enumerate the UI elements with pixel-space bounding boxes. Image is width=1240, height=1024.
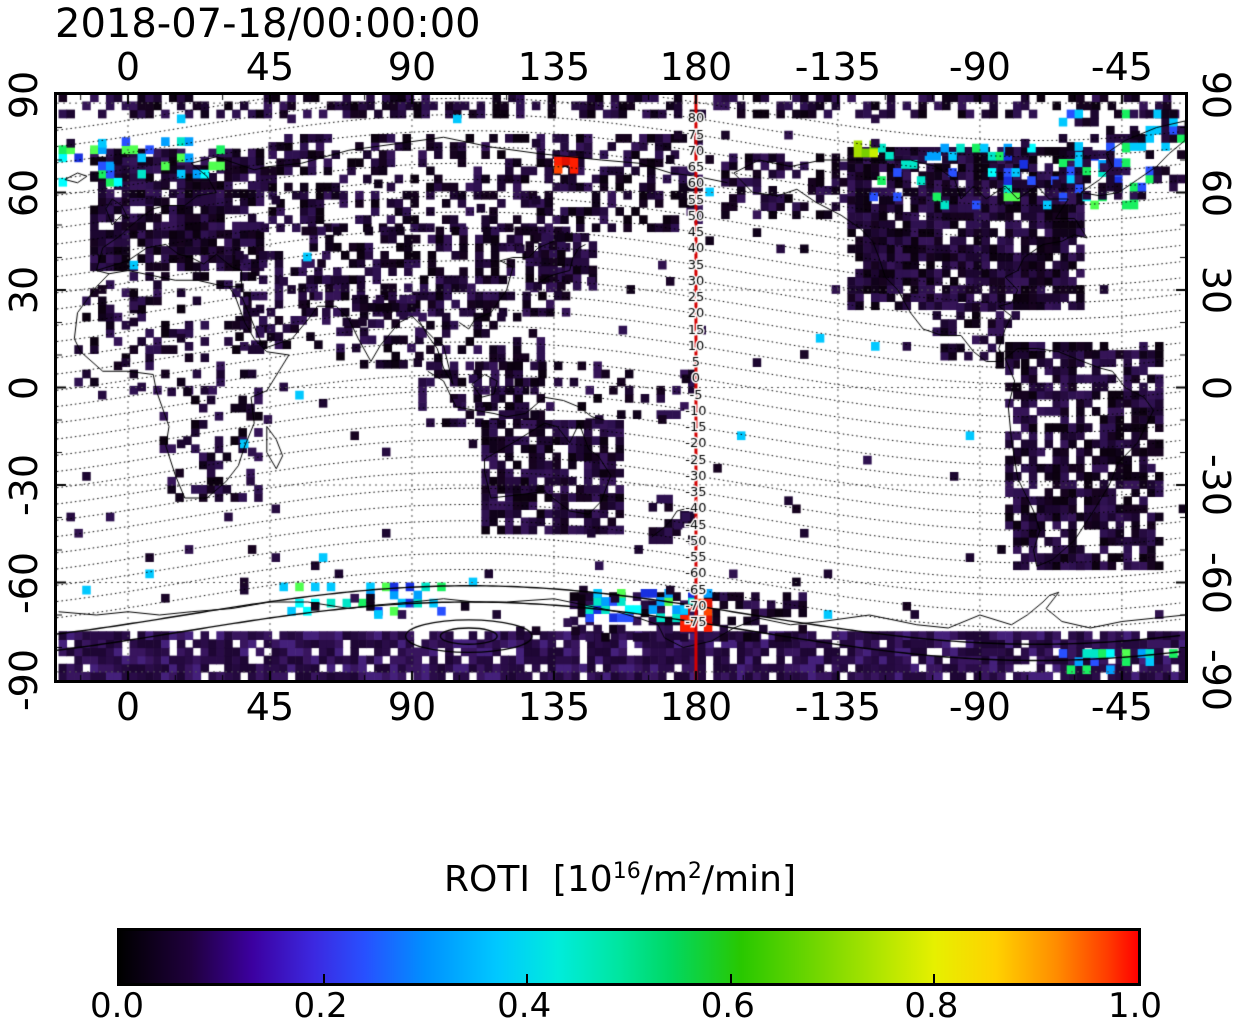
colorbar-tick-label: 0.4 — [497, 986, 552, 1024]
lon-tick-label-bottom: -135 — [794, 685, 882, 729]
lon-tick-label-top: 0 — [115, 45, 141, 89]
roti-map-canvas — [57, 95, 1185, 680]
colorbar-title-mid: /m — [640, 859, 688, 900]
colorbar-title: ROTI [1016/m2/min] — [0, 852, 1240, 900]
lon-tick-label-top: -90 — [948, 45, 1011, 89]
lat-tick-label-left: -60 — [2, 551, 46, 614]
lon-tick-label-top: 180 — [659, 45, 733, 89]
colorbar-tick-label: 0.6 — [700, 986, 755, 1024]
lat-tick-label-left: 60 — [2, 168, 46, 217]
lon-tick-label-top: -45 — [1090, 45, 1153, 89]
lon-tick-label-bottom: 180 — [659, 685, 733, 729]
lon-tick-label-bottom: 135 — [517, 685, 591, 729]
colorbar-tick-label: 0.0 — [89, 986, 145, 1024]
lon-tick-label-top: 90 — [387, 45, 437, 89]
lat-tick-label-right: -30 — [1194, 453, 1238, 517]
lon-tick-label-top: -135 — [794, 45, 882, 89]
colorbar-tick-label: 0.8 — [904, 986, 959, 1024]
lat-tick-label-left: 0 — [2, 375, 46, 400]
lat-tick-label-right: 90 — [1194, 70, 1238, 120]
lon-tick-label-bottom: 90 — [387, 685, 437, 729]
plot-title: 2018-07-18/00:00:00 — [55, 1, 481, 47]
lat-tick-label-right: -60 — [1194, 551, 1238, 614]
colorbar — [117, 928, 1141, 986]
lat-tick-label-right: -90 — [1194, 648, 1238, 712]
colorbar-title-exponent2: 2 — [687, 859, 702, 884]
colorbar-tick — [322, 974, 325, 983]
lat-tick-label-right: 30 — [1194, 265, 1238, 315]
lon-tick-label-top: 135 — [517, 45, 591, 89]
colorbar-title-prefix: ROTI [10 — [444, 859, 613, 900]
lat-tick-label-left: 90 — [2, 70, 46, 120]
lat-tick-label-right: 0 — [1194, 375, 1238, 400]
colorbar-tick-label: 0.2 — [293, 986, 348, 1024]
lat-tick-label-right: 60 — [1194, 168, 1238, 217]
lon-tick-label-bottom: 45 — [245, 685, 295, 729]
colorbar-title-suffix: /min] — [701, 859, 796, 900]
lat-tick-label-left: -30 — [2, 453, 46, 517]
colorbar-tick — [933, 974, 936, 983]
colorbar-tick-label: 1.0 — [1107, 986, 1163, 1024]
lon-tick-label-bottom: -90 — [948, 685, 1011, 729]
lat-tick-label-left: -90 — [2, 648, 46, 712]
lon-tick-label-bottom: -45 — [1090, 685, 1153, 729]
colorbar-gradient — [120, 931, 1138, 983]
lat-tick-label-left: 30 — [2, 265, 46, 315]
lon-tick-label-bottom: 0 — [115, 685, 141, 729]
colorbar-tick — [526, 974, 529, 983]
map-frame — [54, 92, 1188, 683]
colorbar-title-exponent: 16 — [612, 859, 641, 884]
lon-tick-label-top: 45 — [245, 45, 295, 89]
colorbar-tick — [729, 974, 732, 983]
